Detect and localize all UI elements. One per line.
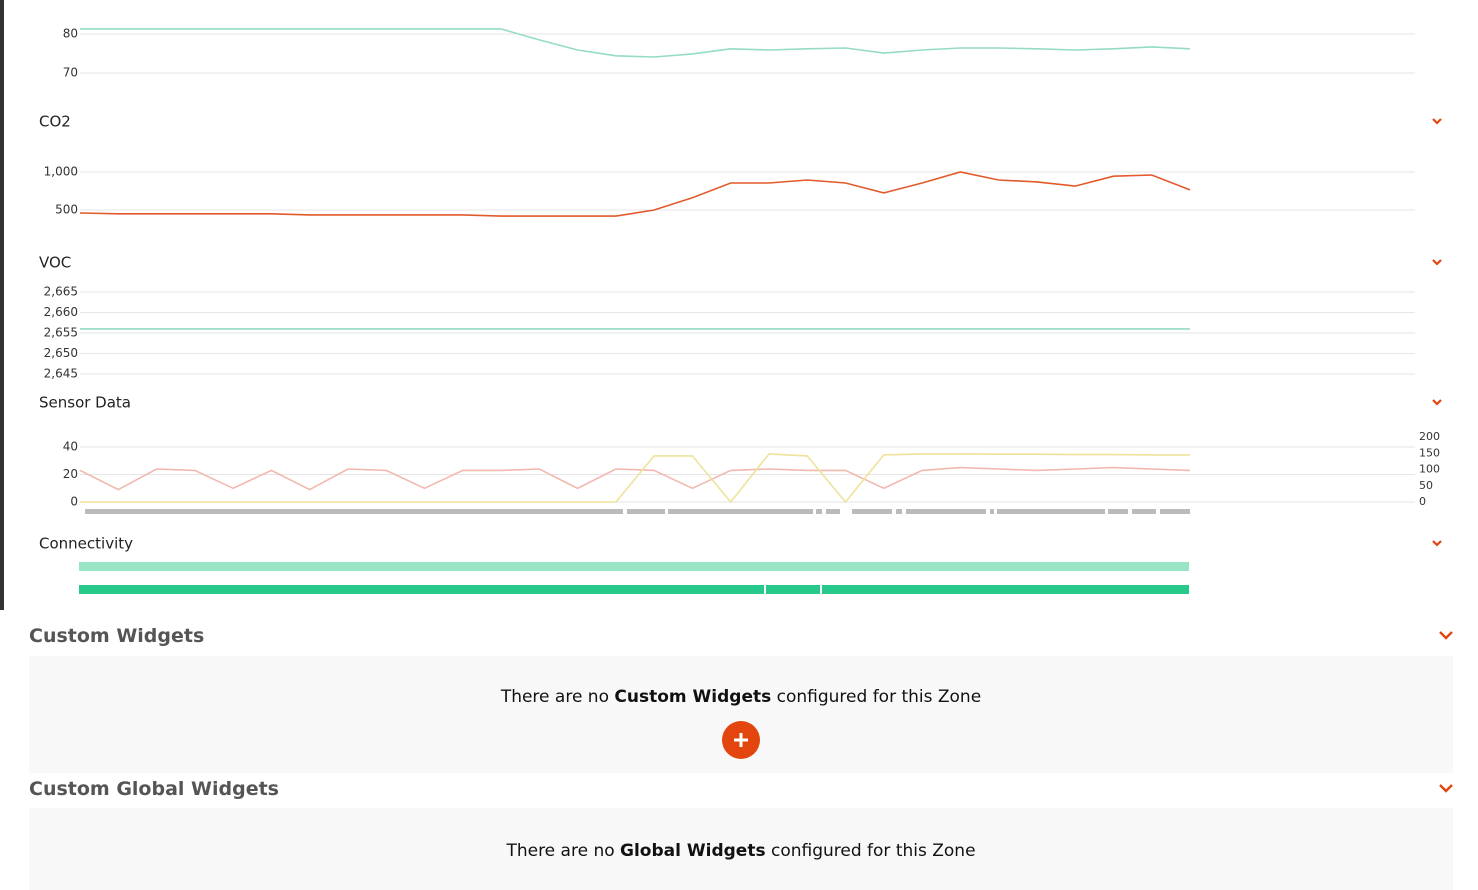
connectivity-bar: [79, 562, 1189, 571]
line-series: [80, 453, 1190, 504]
y2-tick-label: 0: [1419, 495, 1426, 508]
add-button[interactable]: [721, 720, 761, 760]
y-tick-label: 1,000: [44, 165, 78, 179]
y2-tick-label: 200: [1419, 430, 1440, 443]
text: There are no: [500, 687, 615, 707]
text: Global Widgets: [620, 841, 766, 861]
y-tick-label: 0: [70, 495, 78, 509]
status-strip: [85, 509, 1190, 514]
section-title: Connectivity: [39, 535, 133, 553]
text: configured for this Zone: [771, 687, 982, 707]
chevron[interactable]: [1432, 540, 1442, 547]
chevron[interactable]: [1437, 629, 1457, 643]
y-tick-label: 2,660: [44, 305, 78, 319]
text: Custom Widgets: [614, 687, 772, 707]
y-tick-label: 80: [63, 27, 78, 41]
line-series: [80, 28, 1191, 58]
left-strip: [0, 0, 4, 610]
text: There are no: [506, 841, 621, 861]
chevron[interactable]: [1432, 118, 1442, 125]
charts: CO2 VOC Sensor Data Connectivity 7080500…: [0, 0, 1442, 610]
text: configured for this Zone: [765, 841, 976, 861]
y-tick-label: 2,665: [44, 285, 78, 299]
chart-title: Sensor Data: [39, 394, 131, 412]
y-tick-label: 2,655: [44, 326, 78, 340]
y2-tick-label: 50: [1419, 479, 1433, 492]
chevron[interactable]: [1432, 259, 1442, 266]
y2-tick-label: 100: [1419, 463, 1440, 476]
empty-message: There are no Custom Widgets configured f…: [29, 687, 1453, 707]
empty-panel: There are no Custom Widgets configured f…: [29, 656, 1453, 773]
y-tick-label: 2,645: [44, 367, 78, 381]
y-tick-label: 40: [63, 440, 78, 454]
y-tick-label: 20: [63, 467, 78, 481]
chart-title: CO2: [39, 113, 71, 131]
y-tick-label: 500: [55, 203, 78, 217]
chevron[interactable]: [1432, 399, 1442, 406]
section-title: Custom Global Widgets: [29, 778, 279, 800]
empty-message: There are no Global Widgets configured f…: [29, 841, 1453, 861]
section-title: Custom Widgets: [29, 625, 205, 647]
chart-title: VOC: [39, 254, 71, 272]
y2-tick-label: 150: [1419, 446, 1440, 459]
y-tick-label: 70: [63, 66, 78, 80]
connectivity-bar: [79, 585, 1189, 594]
line-series: [79, 466, 1191, 491]
chevron[interactable]: [1437, 782, 1457, 796]
y-tick-label: 2,650: [44, 346, 78, 360]
line-series: [79, 171, 1191, 217]
empty-panel: There are no Global Widgets configured f…: [29, 808, 1453, 890]
